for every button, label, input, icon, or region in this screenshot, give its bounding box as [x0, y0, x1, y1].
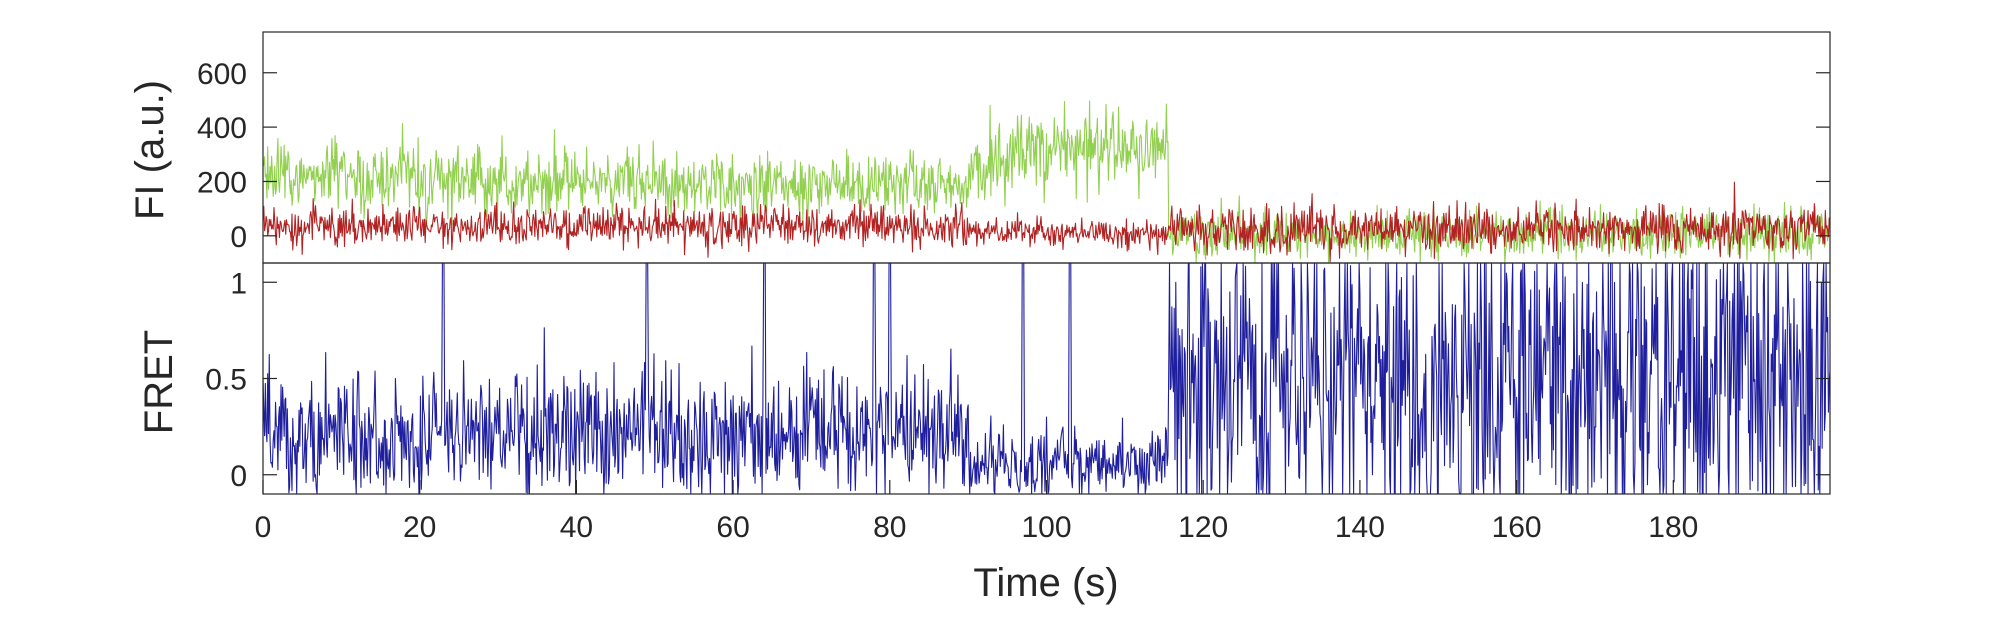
top-y-ticks: 0 200 400 600	[197, 58, 1830, 254]
bottom-series-group	[262, 262, 1831, 495]
xtick-label: 100	[1021, 511, 1071, 544]
top-ytick-label: 400	[197, 112, 247, 145]
bottom-panel: 00.51 0 20 40 60 80 100 120 140 160 180 FRET Time…	[137, 262, 1831, 605]
top-series-line-0	[262, 100, 1831, 264]
xtick-label: 140	[1335, 511, 1385, 544]
top-series-line-1	[262, 181, 1831, 263]
top-series-group	[262, 100, 1831, 264]
xtick-label: 0	[255, 511, 272, 544]
top-ytick-label: 0	[230, 221, 247, 254]
top-y-axis-title: FI (a.u.)	[128, 80, 172, 220]
xtick-label: 160	[1492, 511, 1542, 544]
xtick-label: 80	[873, 511, 906, 544]
bottom-x-ticks: 0 20 40 60 80 100 120 140 160 180	[255, 480, 1698, 544]
bottom-y-axis-title: FRET	[137, 330, 181, 434]
xtick-label: 120	[1178, 511, 1228, 544]
top-ytick-label: 200	[197, 166, 247, 199]
top-panel: 0 200 400 600 FI (a.u.)	[128, 31, 1831, 264]
bottom-ytick-label: 0	[230, 460, 247, 493]
top-ytick-label: 600	[197, 58, 247, 91]
bottom-ytick-label: 0.5	[205, 364, 247, 397]
xtick-label: 180	[1648, 511, 1698, 544]
xtick-label: 60	[716, 511, 749, 544]
xtick-label: 40	[560, 511, 593, 544]
bottom-y-ticks: 00.51	[205, 267, 1830, 493]
xtick-label: 20	[403, 511, 436, 544]
bottom-ytick-label: 1	[230, 267, 247, 300]
x-axis-title: Time (s)	[973, 561, 1118, 605]
bottom-series-line-0	[262, 262, 1831, 495]
